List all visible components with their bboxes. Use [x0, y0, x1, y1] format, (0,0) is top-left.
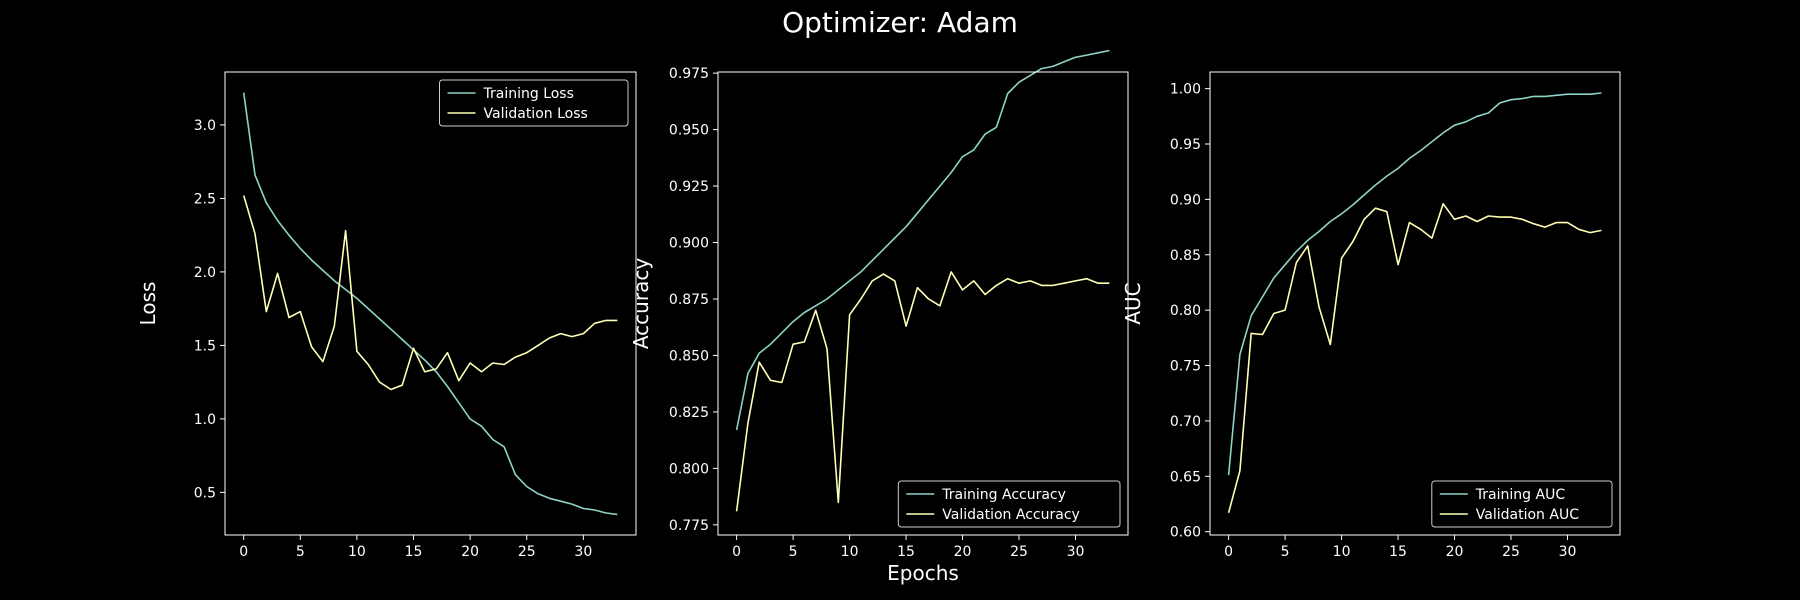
auc-xtick-label: 30 — [1559, 544, 1577, 560]
figure-title: Optimizer: Adam — [782, 6, 1018, 39]
accuracy-ylabel: Accuracy — [629, 258, 653, 349]
accuracy-ytick-label: 0.975 — [669, 66, 709, 82]
auc-xtick-label: 5 — [1281, 544, 1290, 560]
accuracy-ytick-label: 0.775 — [669, 518, 709, 534]
accuracy-ytick-label: 0.900 — [669, 236, 709, 252]
loss-xtick-label: 20 — [461, 544, 479, 560]
accuracy-xtick-label: 25 — [1010, 544, 1028, 560]
auc-ytick-label: 0.85 — [1170, 248, 1201, 264]
auc-xtick-label: 20 — [1446, 544, 1464, 560]
accuracy-legend-box — [897, 480, 1121, 528]
auc-ytick-label: 0.65 — [1170, 469, 1201, 485]
accuracy-xtick-label: 10 — [841, 544, 859, 560]
accuracy-axes-frame — [717, 71, 1129, 536]
auc-xtick-label: 10 — [1333, 544, 1351, 560]
auc-series-validation-line — [1227, 203, 1602, 514]
auc-panel: 0 5 10 15 20 25 30 0.60 0.65 0.70 0.75 0.80 0.85 0.90… — [1121, 71, 1621, 560]
loss-ytick-label: 1.5 — [194, 338, 216, 354]
auc-ytick-label: 0.80 — [1170, 303, 1201, 319]
loss-ylabel: Loss — [136, 282, 160, 326]
loss-xtick-label: 10 — [348, 544, 366, 560]
auc-legend-box — [1431, 480, 1613, 528]
accuracy-ytick-label: 0.950 — [669, 123, 709, 139]
auc-ytick-label: 0.95 — [1170, 137, 1201, 153]
accuracy-legend-label: Validation Accuracy — [942, 507, 1080, 523]
auc-ytick-label: 0.60 — [1170, 525, 1201, 541]
auc-ytick-label: 0.90 — [1170, 192, 1201, 208]
loss-xtick-label: 25 — [518, 544, 536, 560]
auc-legend-label: Training AUC — [1475, 487, 1566, 503]
auc-ytick-label: 0.70 — [1170, 414, 1201, 430]
accuracy-legend-label: Training Accuracy — [941, 487, 1066, 503]
auc-series-training-line — [1227, 92, 1602, 476]
loss-xtick-label: 15 — [405, 544, 423, 560]
loss-xtick-label: 0 — [239, 544, 248, 560]
accuracy-series-training-line — [735, 49, 1110, 431]
loss-ytick-label: 1.0 — [194, 412, 216, 428]
auc-axes-frame — [1209, 71, 1621, 536]
loss-legend: Training Loss Validation Loss — [439, 79, 629, 127]
accuracy-legend: Training Accuracy Validation Accuracy — [897, 480, 1121, 528]
accuracy-xtick-label: 20 — [954, 544, 972, 560]
accuracy-xtick-label: 30 — [1067, 544, 1085, 560]
auc-legend: Training AUC Validation AUC — [1431, 480, 1613, 528]
auc-legend-label: Validation AUC — [1476, 507, 1579, 523]
loss-axes-frame — [224, 71, 637, 536]
loss-xtick-label: 30 — [574, 544, 592, 560]
loss-legend-label: Training Loss — [483, 86, 574, 102]
loss-ytick-label: 3.0 — [194, 118, 216, 134]
accuracy-ytick-label: 0.925 — [669, 179, 709, 195]
auc-ytick-label: 1.00 — [1170, 82, 1201, 98]
accuracy-xtick-label: 15 — [897, 544, 915, 560]
accuracy-xlabel: Epochs — [887, 561, 959, 585]
auc-ylabel: AUC — [1121, 282, 1145, 324]
accuracy-xtick-label: 5 — [789, 544, 798, 560]
accuracy-ytick-label: 0.800 — [669, 461, 709, 477]
auc-xtick-label: 0 — [1224, 544, 1233, 560]
loss-legend-label: Validation Loss — [484, 106, 588, 122]
auc-ytick-label: 0.75 — [1170, 359, 1201, 375]
loss-xtick-label: 5 — [296, 544, 305, 560]
loss-ytick-label: 2.0 — [194, 265, 216, 281]
accuracy-ytick-label: 0.850 — [669, 348, 709, 364]
loss-series-training-line — [242, 92, 618, 516]
loss-legend-box — [439, 79, 629, 127]
auc-xtick-label: 25 — [1502, 544, 1520, 560]
loss-ytick-label: 2.5 — [194, 191, 216, 207]
accuracy-panel: 0 5 10 15 20 25 30 0.775 0.800 0.825 0.850 0.875 0.9… — [629, 49, 1129, 585]
loss-series-validation-line — [242, 195, 618, 391]
loss-ytick-label: 0.5 — [194, 485, 216, 501]
loss-panel: 0 5 10 15 20 25 30 0.5 1.0 1.5 2.0 2.5 3.0 Loss Traini… — [136, 71, 637, 560]
auc-xtick-label: 15 — [1389, 544, 1407, 560]
accuracy-series-validation-line — [735, 271, 1110, 512]
accuracy-ytick-label: 0.825 — [669, 405, 709, 421]
accuracy-xtick-label: 0 — [732, 544, 741, 560]
accuracy-ytick-label: 0.875 — [669, 292, 709, 308]
